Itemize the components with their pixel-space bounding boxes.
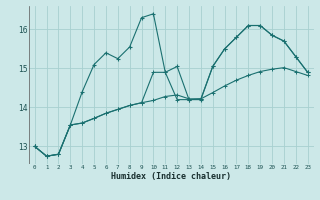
X-axis label: Humidex (Indice chaleur): Humidex (Indice chaleur) xyxy=(111,172,231,181)
